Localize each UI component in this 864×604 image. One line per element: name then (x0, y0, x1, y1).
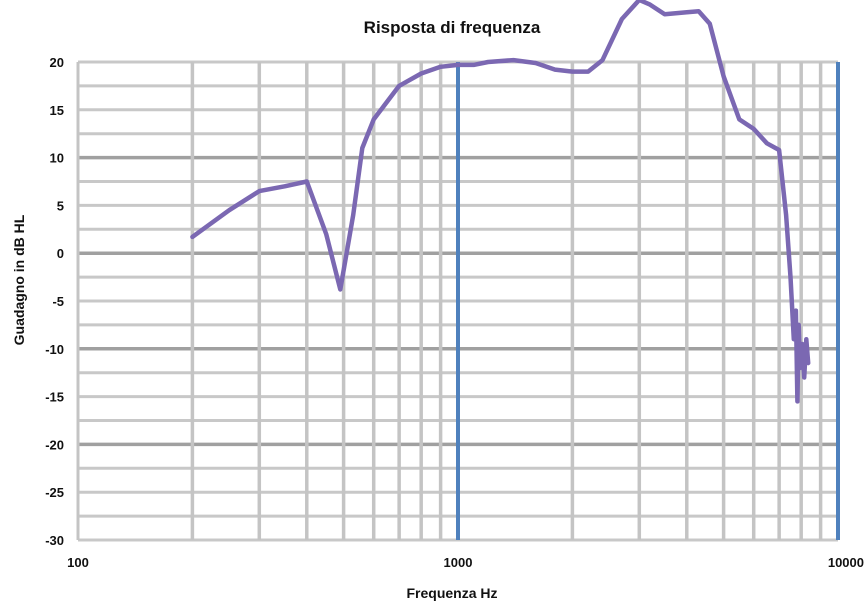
y-tick-label: -5 (52, 294, 64, 309)
x-tick-label: 100 (67, 555, 89, 570)
y-tick-label: -10 (45, 342, 64, 357)
y-tick-label: 10 (50, 151, 64, 166)
x-tick-label: 1000 (444, 555, 473, 570)
y-axis-label: Guadagno in dB HL (11, 214, 27, 345)
y-tick-label: 5 (57, 198, 64, 213)
y-tick-label: -15 (45, 390, 64, 405)
series-layer (190, 0, 811, 404)
y-tick-label: -20 (45, 437, 64, 452)
y-tick-label: -30 (45, 533, 64, 548)
y-tick-label: 0 (57, 246, 64, 261)
x-tick-label: 10000 (828, 555, 864, 570)
x-axis-label: Frequenza Hz (406, 585, 497, 601)
y-tick-label: -25 (45, 485, 64, 500)
chart-title: Risposta di frequenza (364, 18, 541, 37)
series-line-0 (190, 0, 811, 404)
y-tick-label: 15 (50, 103, 64, 118)
grid (76, 60, 840, 542)
y-tick-label: 20 (50, 55, 64, 70)
